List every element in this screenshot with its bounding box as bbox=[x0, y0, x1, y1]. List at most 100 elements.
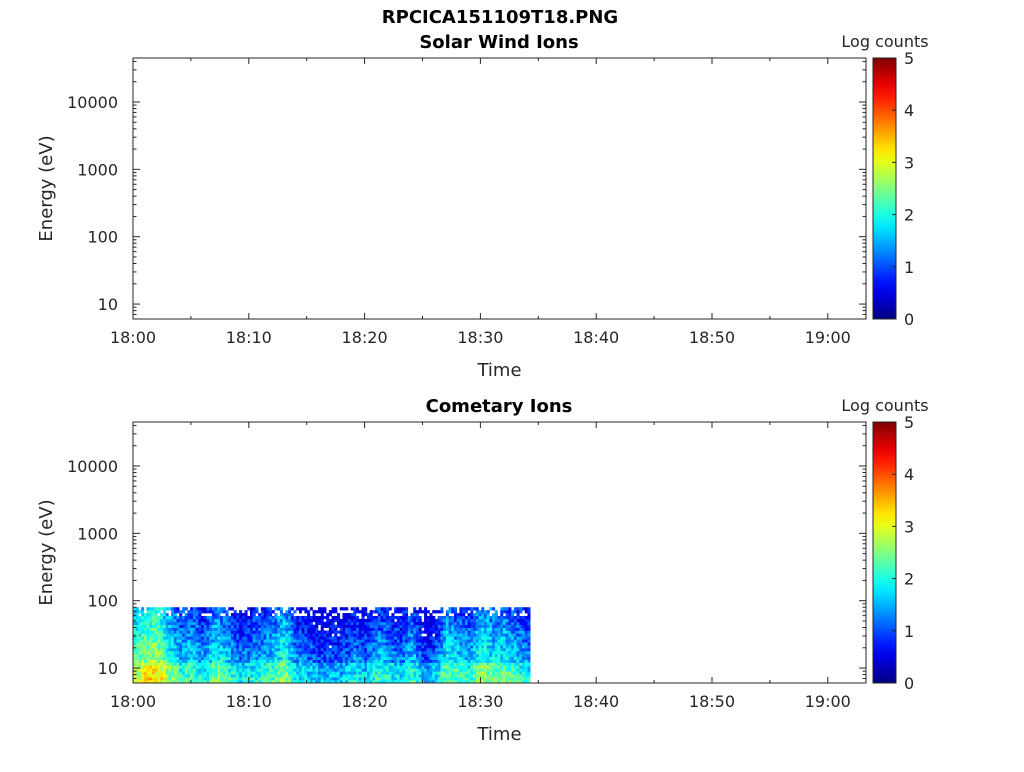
spectrogram-cell bbox=[492, 615, 496, 620]
spectrogram-cell bbox=[271, 662, 275, 666]
spectrogram-cell bbox=[255, 618, 259, 623]
spectrogram-cell bbox=[522, 621, 526, 626]
spectrogram-cell bbox=[437, 621, 441, 626]
spectrogram-cell bbox=[502, 627, 506, 631]
spectrogram-cell bbox=[519, 659, 523, 663]
spectrogram-cell bbox=[356, 653, 360, 658]
spectrogram-cell bbox=[152, 621, 156, 626]
spectrogram-cell bbox=[448, 627, 452, 631]
spectrogram-cell bbox=[527, 613, 531, 617]
spectrogram-cell bbox=[168, 671, 172, 675]
spectrogram-cell bbox=[426, 659, 430, 663]
spectrogram-cell bbox=[149, 680, 153, 684]
spectrogram-cell bbox=[369, 668, 373, 672]
spectrogram-cell bbox=[440, 671, 444, 675]
spectrogram-cell bbox=[394, 656, 398, 660]
spectrogram-cell bbox=[279, 674, 283, 678]
spectrogram-cell bbox=[402, 610, 406, 614]
spectrogram-cell bbox=[203, 639, 207, 643]
spectrogram-cell bbox=[282, 656, 286, 660]
spectrogram-cell bbox=[255, 653, 259, 658]
spectrogram-cell bbox=[198, 665, 202, 669]
spectrogram-cell bbox=[361, 648, 365, 652]
spectrogram-cell bbox=[372, 615, 376, 620]
colorbar-tick-label: 3 bbox=[904, 153, 914, 172]
spectrogram-cell bbox=[481, 630, 485, 634]
spectrogram-cell bbox=[244, 642, 248, 646]
spectrogram-cell bbox=[184, 668, 188, 672]
spectrogram-cell bbox=[413, 665, 417, 669]
spectrogram-cell bbox=[255, 659, 259, 663]
spectrogram-cell bbox=[263, 624, 267, 628]
spectrogram-cell bbox=[211, 621, 215, 626]
spectrogram-cell bbox=[320, 645, 324, 649]
spectrogram-cell bbox=[500, 645, 504, 649]
spectrogram-cell bbox=[481, 645, 485, 649]
spectrogram-cell bbox=[410, 665, 414, 669]
spectrogram-cell bbox=[138, 671, 142, 675]
spectrogram-cell bbox=[269, 642, 273, 646]
spectrogram-cell bbox=[146, 639, 150, 643]
spectrogram-cell bbox=[269, 665, 273, 669]
spectrogram-cell bbox=[448, 674, 452, 678]
spectrogram-cell bbox=[247, 653, 251, 658]
spectrogram-cell bbox=[222, 671, 226, 675]
spectrogram-cell bbox=[285, 630, 289, 634]
spectrogram-cell bbox=[402, 656, 406, 660]
spectrogram-cell bbox=[337, 653, 341, 658]
spectrogram-cell bbox=[165, 656, 169, 660]
spectrogram-cell bbox=[184, 653, 188, 658]
spectrogram-cell bbox=[339, 645, 343, 649]
spectrogram-cell bbox=[323, 653, 327, 658]
spectrogram-cell bbox=[399, 627, 403, 631]
spectrogram-cell bbox=[451, 633, 455, 637]
spectrogram-cell bbox=[239, 665, 243, 669]
spectrogram-cell bbox=[198, 650, 202, 655]
spectrogram-cell bbox=[252, 665, 256, 669]
spectrogram-cell bbox=[171, 618, 175, 623]
spectrogram-cell bbox=[296, 674, 300, 678]
spectrogram-cell bbox=[233, 656, 237, 660]
spectrogram-cell bbox=[326, 636, 330, 640]
spectrogram-cell bbox=[345, 613, 349, 617]
spectrogram-cell bbox=[143, 633, 147, 637]
spectrogram-cell bbox=[494, 624, 498, 628]
spectrogram-cell bbox=[220, 636, 224, 640]
spectrogram-cell bbox=[298, 677, 302, 681]
spectrogram-cell bbox=[386, 636, 390, 640]
spectrogram-cell bbox=[206, 659, 210, 663]
spectrogram-cell bbox=[369, 613, 373, 617]
spectrogram-cell bbox=[274, 668, 278, 672]
spectrogram-cell bbox=[486, 615, 490, 620]
spectrogram-cell bbox=[168, 630, 172, 634]
spectrogram-cell bbox=[462, 615, 466, 620]
spectrogram-cell bbox=[203, 618, 207, 623]
spectrogram-cell bbox=[364, 648, 368, 652]
spectrogram-cell bbox=[475, 668, 479, 672]
spectrogram-cell bbox=[206, 621, 210, 626]
spectrogram-cell bbox=[326, 659, 330, 663]
spectrogram-cell bbox=[317, 680, 322, 684]
spectrogram-cell bbox=[225, 621, 229, 626]
spectrogram-cell bbox=[505, 615, 509, 620]
spectrogram-cell bbox=[502, 607, 506, 611]
spectrogram-cell bbox=[511, 630, 515, 634]
spectrogram-cell bbox=[524, 618, 528, 623]
spectrogram-cell bbox=[165, 659, 169, 663]
spectrogram-cell bbox=[228, 630, 232, 634]
spectrogram-cell bbox=[342, 680, 346, 684]
spectrogram-cell bbox=[162, 636, 166, 640]
spectrogram-cell bbox=[432, 677, 436, 681]
spectrogram-cell bbox=[154, 633, 158, 637]
spectrogram-cell bbox=[470, 621, 474, 626]
spectrogram-cell bbox=[519, 656, 523, 660]
spectrogram-cell bbox=[157, 648, 161, 652]
spectrogram-cell bbox=[133, 659, 137, 663]
spectrogram-cell bbox=[481, 627, 485, 631]
spectrogram-cell bbox=[206, 645, 210, 649]
spectrogram-cell bbox=[203, 630, 207, 634]
spectrogram-cell bbox=[328, 671, 332, 675]
spectrogram-cell bbox=[418, 680, 422, 684]
spectrogram-cell bbox=[293, 624, 297, 628]
spectrogram-cell bbox=[331, 665, 335, 669]
